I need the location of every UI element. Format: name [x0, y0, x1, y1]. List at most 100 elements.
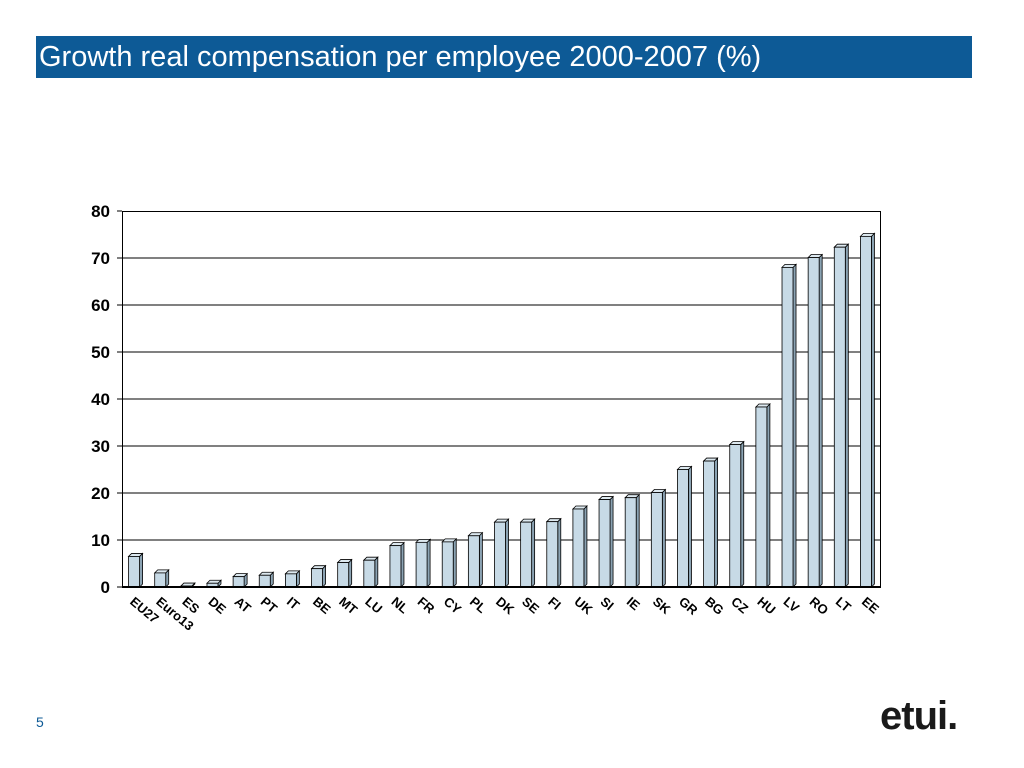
bar-top: [807, 254, 824, 258]
bar-side: [426, 538, 431, 588]
bar: [363, 559, 376, 588]
bar-top: [362, 556, 379, 561]
bar-side: [322, 564, 326, 588]
bar-top: [388, 542, 405, 547]
x-tick-label: EU27: [127, 594, 162, 626]
bar: [154, 572, 167, 588]
bar-top: [598, 496, 615, 500]
x-tick-label: DE: [206, 594, 230, 617]
x-tick-label: LV: [781, 594, 803, 616]
bar: [833, 246, 846, 588]
bar-top: [728, 441, 745, 445]
x-tick-label: LT: [833, 594, 854, 615]
bar-side: [505, 518, 509, 588]
bar-top: [833, 243, 850, 248]
bar-side: [871, 232, 875, 588]
y-tick-label: 0: [101, 578, 110, 597]
x-tick-label: HU: [754, 594, 778, 618]
bar-top: [859, 232, 876, 237]
bar-top: [571, 505, 588, 510]
bar-top: [519, 518, 536, 523]
bar-top: [206, 579, 222, 584]
x-tick-label: BG: [702, 594, 727, 618]
x-tick-label: CY: [441, 594, 465, 617]
x-tick-label: FI: [545, 594, 563, 613]
bar: [650, 492, 663, 588]
bar: [467, 535, 480, 588]
page-number: 5: [36, 714, 44, 730]
bar-side: [714, 457, 719, 588]
bar-side: [374, 556, 379, 588]
bar: [572, 508, 585, 588]
bar: [624, 497, 637, 588]
x-tick-label: UK: [571, 594, 595, 618]
bar: [546, 521, 559, 588]
bar: [128, 556, 140, 588]
bar-top: [153, 569, 170, 574]
x-tick-label: PT: [258, 594, 280, 616]
bar: [703, 460, 716, 588]
bar-top: [754, 403, 771, 408]
x-tick-label: SK: [650, 594, 674, 617]
x-tick-label: LU: [362, 594, 385, 617]
bar: [860, 235, 872, 588]
bar-side: [740, 440, 745, 588]
bar: [441, 541, 454, 588]
bar: [284, 573, 297, 588]
y-tick-label: 20: [91, 484, 110, 503]
bar-top: [493, 518, 510, 523]
x-tick-label: DK: [493, 594, 517, 618]
bar-top: [415, 538, 432, 543]
bar-top: [545, 518, 562, 523]
x-tick-label: FR: [415, 594, 438, 617]
bar-top: [702, 457, 719, 462]
y-tick-label: 60: [91, 296, 110, 315]
x-tick-label: SI: [598, 594, 617, 613]
bar: [520, 521, 533, 588]
bar: [755, 406, 768, 588]
slide-title: Growth real compensation per employee 20…: [36, 36, 972, 78]
bar-top: [467, 532, 484, 537]
etui-logo: etui.: [880, 694, 958, 738]
bar-side: [557, 517, 562, 588]
bar-side: [583, 505, 588, 588]
bar: [807, 257, 820, 588]
bar-side: [609, 495, 614, 588]
bar: [677, 469, 689, 588]
bar-side: [766, 403, 771, 588]
bar-top: [258, 571, 275, 576]
bar-side: [400, 541, 405, 588]
y-tick-label: 30: [91, 437, 110, 456]
bar-side: [818, 253, 823, 588]
y-tick-label: 40: [91, 390, 110, 409]
x-tick-label: NL: [389, 594, 412, 617]
bar: [389, 545, 402, 588]
x-tick-label: PL: [467, 594, 489, 616]
bar-top: [310, 565, 327, 570]
bar: [337, 562, 350, 588]
x-tick-label: GR: [676, 594, 701, 618]
x-tick-label: BE: [310, 594, 334, 617]
y-tick-label: 50: [91, 343, 110, 362]
bar-side: [792, 263, 797, 588]
bar-top: [179, 582, 196, 587]
bar-side: [844, 243, 849, 588]
x-tick-label: AT: [232, 594, 254, 616]
bar-side: [478, 531, 483, 588]
bar-top: [624, 494, 641, 499]
x-tick-label: CZ: [728, 594, 751, 617]
bar-top: [676, 466, 693, 470]
bar-side: [348, 558, 353, 588]
bar-top: [127, 553, 144, 557]
y-tick-label: 10: [91, 531, 110, 550]
bar: [311, 568, 323, 588]
bar-top: [781, 263, 797, 268]
bar: [729, 444, 742, 588]
bar-side: [531, 518, 536, 588]
x-tick-label: SE: [519, 594, 542, 617]
x-tick-label: RO: [807, 594, 832, 618]
bar-side: [452, 537, 457, 588]
bar: [598, 499, 611, 588]
bar: [258, 574, 271, 588]
bar: [232, 576, 245, 588]
